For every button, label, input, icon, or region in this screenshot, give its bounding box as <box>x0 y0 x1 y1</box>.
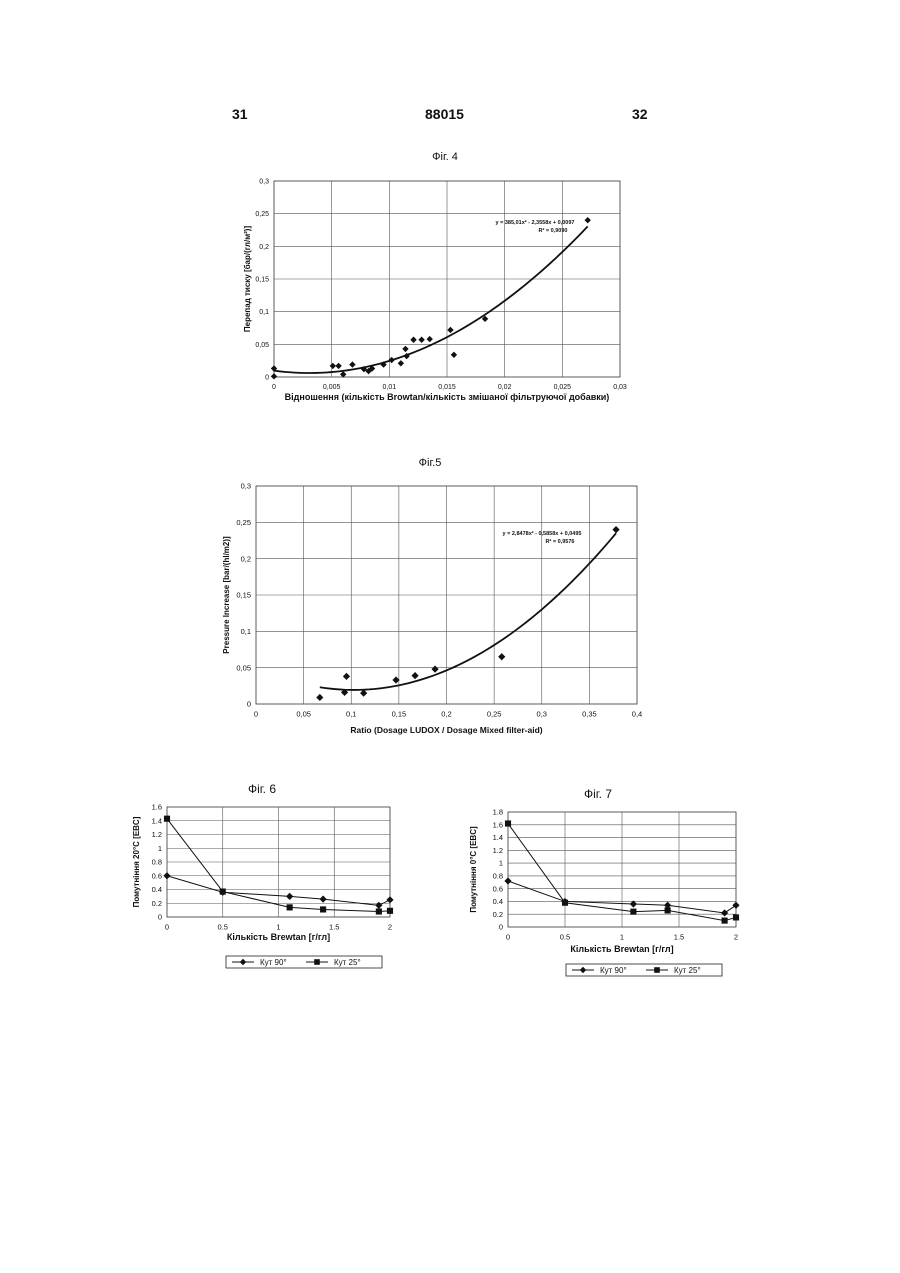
fig7-ytick-label: 0.4 <box>493 897 503 906</box>
fig7-series-point <box>562 900 568 906</box>
fig7-ytick-label: 1.8 <box>493 808 503 817</box>
fig7-title: Фіг. 7 <box>584 787 612 801</box>
fig7-legend-marker <box>654 967 660 973</box>
fig7-x-axis-label: Кількість Brewtan [г/гл] <box>570 944 673 954</box>
fig7-series-point <box>732 902 739 909</box>
fig7-y-axis-label: Помутніння 0°C [EBC] <box>469 826 478 913</box>
fig7-xtick-label: 2 <box>734 933 738 942</box>
fig7-series-point <box>504 877 511 884</box>
fig7-series-point <box>722 918 728 924</box>
fig7-ytick-label: 0.8 <box>493 872 503 881</box>
fig7-xtick-label: 0.5 <box>560 933 570 942</box>
fig7-series-point <box>733 914 739 920</box>
fig7-ytick-label: 0.2 <box>493 910 503 919</box>
fig7-xtick-label: 1 <box>620 933 624 942</box>
fig7-legend-marker <box>580 967 586 973</box>
fig7-series-point <box>505 820 511 826</box>
fig7-series-point <box>721 909 728 916</box>
fig7-ytick-label: 0 <box>499 923 503 932</box>
fig7-xtick-label: 1.5 <box>674 933 684 942</box>
fig7-ytick-label: 1.4 <box>493 833 503 842</box>
fig7-legend-label: Кут 90° <box>600 966 627 975</box>
fig7-ytick-label: 1 <box>499 859 503 868</box>
fig7-xtick-label: 0 <box>506 933 510 942</box>
fig7-series-point <box>630 909 636 915</box>
fig7-ytick-label: 0.6 <box>493 884 503 893</box>
fig7-series-point <box>665 907 671 913</box>
fig7-ytick-label: 1.6 <box>493 820 503 829</box>
fig7-ytick-label: 1.2 <box>493 846 503 855</box>
fig7-legend-label: Кут 25° <box>674 966 701 975</box>
